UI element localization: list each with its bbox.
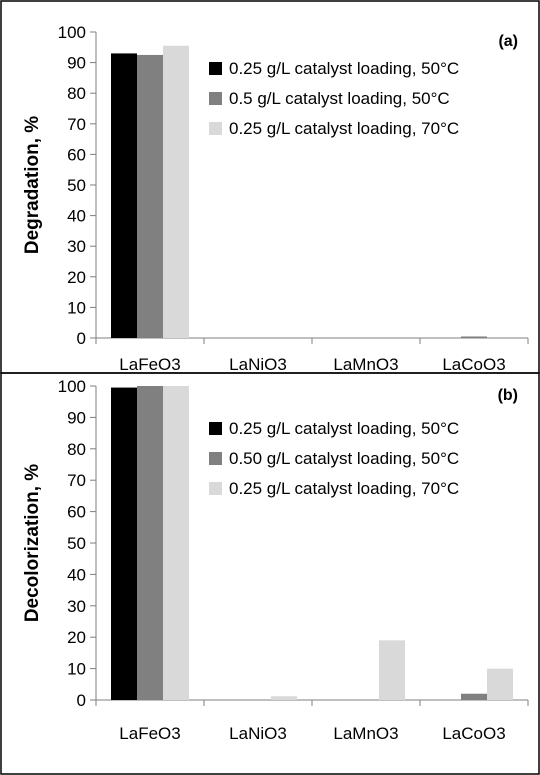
bar (163, 386, 189, 700)
y-tick-label: 80 (67, 84, 86, 103)
legend-entry: 0.50 g/L catalyst loading, 50°C (229, 449, 459, 468)
bar (137, 54, 163, 338)
bar (461, 336, 487, 338)
x-tick-label: LaCoO3 (442, 355, 505, 374)
y-tick-label: 50 (67, 176, 86, 195)
legend-swatch (209, 422, 222, 435)
bar (487, 668, 513, 700)
legend-swatch (209, 62, 222, 75)
x-tick-label: LaFeO3 (119, 355, 180, 374)
bar (379, 640, 405, 700)
y-tick-label: 90 (67, 54, 86, 73)
legend-swatch (209, 482, 222, 495)
y-tick-label: 40 (67, 565, 86, 584)
panel-b: 0 10 20 30 40 50 60 70 80 90 100 LaFeO3 LaNiO3 LaMnO3… (0, 372, 540, 775)
x-tick-label: LaNiO3 (229, 355, 287, 374)
y-tick-label: 10 (67, 298, 86, 317)
y-tick-label: 70 (67, 471, 86, 490)
legend-swatch (209, 92, 222, 105)
panel-label: (a) (498, 33, 518, 50)
y-tick-label: 100 (58, 23, 86, 42)
y-tick-label: 10 (67, 660, 86, 679)
y-tick-label: 0 (77, 691, 86, 710)
legend-swatch (209, 452, 222, 465)
y-tick-label: 60 (67, 145, 86, 164)
y-tick-label: 40 (67, 207, 86, 226)
y-tick-label: 0 (77, 329, 86, 348)
bar (111, 53, 137, 339)
x-tick-label: LaCoO3 (442, 724, 505, 743)
legend-entry: 0.25 g/L catalyst loading, 50°C (229, 419, 459, 438)
bar (137, 386, 163, 700)
y-tick-label: 60 (67, 503, 86, 522)
legend-entry: 0.5 g/L catalyst loading, 50°C (229, 89, 450, 108)
x-tick-label: LaMnO3 (333, 724, 398, 743)
y-axis-label: Degradation, % (22, 116, 43, 254)
y-tick-label: 50 (67, 534, 86, 553)
x-tick-label: LaNiO3 (229, 724, 287, 743)
legend-entry: 0.25 g/L catalyst loading, 70°C (229, 479, 459, 498)
y-tick-label: 90 (67, 408, 86, 427)
y-tick-label: 70 (67, 115, 86, 134)
bar (271, 696, 297, 700)
y-tick-label: 100 (58, 377, 86, 396)
legend-entry: 0.25 g/L catalyst loading, 50°C (229, 59, 459, 78)
bar (461, 693, 487, 700)
y-tick-label: 30 (67, 597, 86, 616)
bar (111, 387, 137, 700)
panel-frame (0, 372, 540, 775)
legend-entry: 0.25 g/L catalyst loading, 70°C (229, 119, 459, 138)
x-tick-label: LaMnO3 (333, 355, 398, 374)
y-tick-label: 30 (67, 237, 86, 256)
y-tick-label: 80 (67, 440, 86, 459)
bar (163, 45, 189, 339)
panel-a: 0 10 20 30 40 50 60 70 80 90 100 LaFeO3 LaNiO3 LaMnO3… (0, 0, 540, 374)
y-tick-label: 20 (67, 268, 86, 287)
y-axis-label: Decolorization, % (22, 464, 43, 622)
y-tick-label: 20 (67, 628, 86, 647)
panel-label: (b) (498, 387, 518, 404)
legend-swatch (209, 122, 222, 135)
x-tick-label: LaFeO3 (119, 724, 180, 743)
